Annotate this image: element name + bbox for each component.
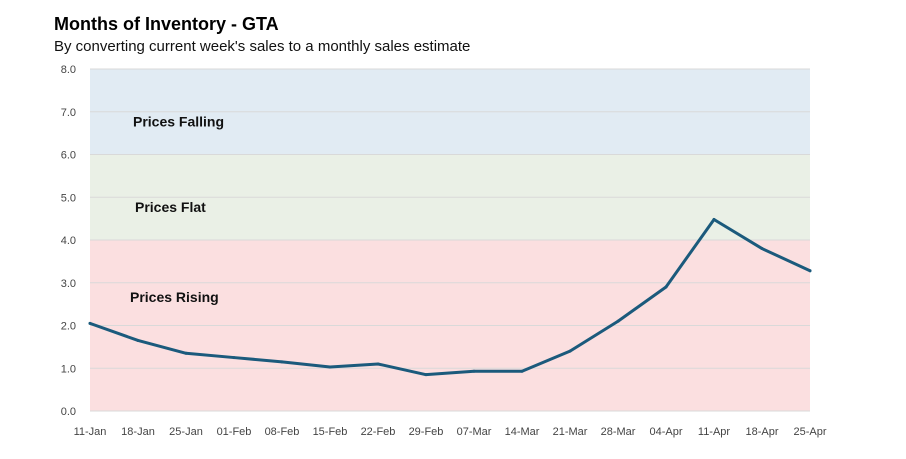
data-point [280, 360, 284, 364]
y-tick-label: 5.0 [61, 192, 76, 204]
chart-title: Months of Inventory - GTA [54, 14, 279, 34]
y-tick-label: 1.0 [61, 363, 76, 375]
data-point [88, 321, 92, 325]
y-tick-label: 3.0 [61, 278, 76, 290]
series-line [88, 217, 812, 377]
data-point [520, 369, 524, 373]
data-point [568, 349, 572, 353]
y-tick-label: 7.0 [61, 107, 76, 119]
x-tick-label: 07-Mar [457, 426, 492, 438]
y-tick-label: 4.0 [61, 235, 76, 247]
x-tick-label: 25-Jan [169, 426, 203, 438]
chart-subtitle: By converting current week's sales to a … [54, 38, 471, 55]
x-tick-label: 04-Apr [649, 426, 682, 438]
x-tick-label: 28-Mar [601, 426, 636, 438]
data-point [376, 362, 380, 366]
x-tick-label: 22-Feb [361, 426, 396, 438]
x-tick-label: 11-Apr [698, 426, 731, 438]
data-point [760, 247, 764, 251]
data-point [472, 369, 476, 373]
x-tick-label: 08-Feb [265, 426, 300, 438]
x-tick-label: 11-Jan [74, 426, 107, 438]
x-tick-label: 21-Mar [553, 426, 588, 438]
x-tick-label: 29-Feb [409, 426, 444, 438]
y-tick-label: 8.0 [61, 64, 76, 76]
data-point [664, 285, 668, 289]
x-tick-label: 15-Feb [313, 426, 348, 438]
data-point [136, 338, 140, 342]
y-tick-label: 0.0 [61, 406, 76, 418]
data-point [184, 351, 188, 355]
x-tick-label: 01-Feb [217, 426, 252, 438]
x-tick-label: 18-Apr [745, 426, 778, 438]
zone-label-prices-rising: Prices Rising [130, 289, 219, 305]
x-tick-label: 14-Mar [505, 426, 540, 438]
zone-label-prices-flat: Prices Flat [135, 199, 206, 215]
data-point [712, 217, 716, 221]
zone-label-prices-falling: Prices Falling [133, 114, 224, 130]
data-point [808, 269, 812, 273]
x-tick-label: 25-Apr [793, 426, 826, 438]
y-tick-label: 6.0 [61, 150, 76, 162]
x-tick-label: 18-Jan [121, 426, 155, 438]
data-point [616, 319, 620, 323]
data-point [424, 373, 428, 377]
y-tick-label: 2.0 [61, 321, 76, 333]
data-point [328, 365, 332, 369]
data-point [232, 356, 236, 360]
